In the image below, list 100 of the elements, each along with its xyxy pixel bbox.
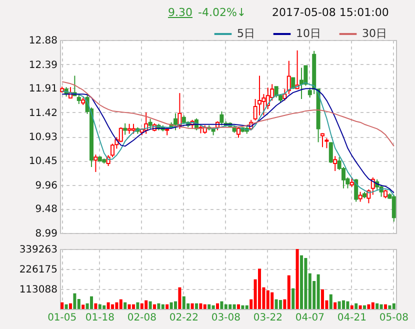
bar — [203, 304, 206, 309]
bar — [392, 303, 396, 309]
candlestick — [291, 77, 296, 90]
candlestick — [354, 178, 358, 202]
bar — [334, 302, 337, 309]
y-tick-label: 226175 — [19, 264, 58, 276]
y-tick-label: 113088 — [19, 284, 58, 296]
bar — [232, 304, 236, 309]
bar — [90, 296, 93, 309]
bar — [342, 300, 345, 309]
bar — [358, 305, 362, 309]
x-tick-label: 01-18 — [85, 312, 114, 324]
bar — [376, 303, 379, 309]
candlestick — [328, 142, 333, 164]
candlestick — [366, 188, 371, 204]
text: -4.02%↓ — [198, 6, 246, 19]
x-tick-label: 01-05 — [48, 312, 77, 324]
bar — [266, 290, 270, 309]
bar — [274, 299, 278, 309]
candlestick — [300, 67, 304, 100]
bar — [148, 301, 152, 309]
bar — [174, 301, 177, 309]
candlestick — [320, 132, 324, 148]
line-series — [62, 81, 394, 147]
x-tick-label: 04-07 — [295, 312, 324, 324]
bar — [161, 304, 164, 309]
bar — [384, 304, 387, 309]
bar — [258, 268, 261, 309]
bar — [228, 304, 232, 309]
bar — [363, 305, 366, 309]
candlestick — [358, 191, 362, 202]
x-tick-label: 02-22 — [169, 312, 198, 324]
bar — [300, 255, 303, 309]
bar — [136, 302, 140, 309]
bar — [296, 249, 299, 309]
y-tick-label: 339263 — [19, 244, 58, 256]
bar — [64, 304, 68, 309]
bar — [82, 304, 85, 309]
bar — [279, 300, 282, 309]
y-tick-label: 12.39 — [28, 60, 58, 71]
bar — [170, 302, 173, 309]
bar — [270, 292, 274, 309]
candlestick — [76, 94, 81, 105]
bar — [119, 299, 122, 309]
y-tick-label: 10.45 — [28, 156, 58, 168]
bar — [106, 302, 110, 309]
y-tick-label: 8.99 — [35, 228, 58, 240]
bar — [60, 302, 64, 309]
candlestick — [324, 138, 329, 149]
candlestick — [274, 86, 278, 98]
bar — [128, 304, 131, 309]
candlestick — [220, 110, 224, 126]
x-tick-label: 04-21 — [337, 312, 366, 324]
bar — [329, 294, 332, 309]
bar — [367, 304, 370, 309]
bar — [338, 301, 341, 309]
bar — [304, 258, 308, 309]
text: 9.30 — [168, 6, 192, 19]
bar — [199, 303, 202, 309]
bar — [321, 289, 324, 309]
bar — [102, 305, 106, 309]
bar — [111, 304, 114, 309]
bar — [94, 303, 98, 309]
x-tick-label: 05-08 — [379, 312, 408, 324]
bar — [178, 287, 182, 309]
candlestick — [174, 112, 178, 131]
bar — [371, 302, 374, 309]
bar — [132, 304, 135, 309]
bar — [237, 304, 240, 309]
bar — [241, 305, 244, 309]
y-tick-label: 12.88 — [28, 36, 58, 46]
y-tick-label: 9.48 — [35, 204, 58, 216]
bar — [144, 300, 148, 309]
bar — [216, 303, 219, 309]
candlestick — [333, 156, 338, 172]
bar — [350, 305, 354, 309]
bar — [190, 303, 194, 309]
bar — [287, 275, 290, 309]
bar — [69, 303, 72, 309]
bar — [380, 304, 383, 309]
candlestick — [94, 154, 98, 172]
bar — [98, 304, 102, 309]
candlestick — [123, 122, 128, 136]
text: 2017-05-08 15:01:00 — [272, 6, 389, 19]
x-tick-label: 03-08 — [211, 312, 240, 324]
bar — [220, 301, 224, 309]
bar — [224, 304, 228, 309]
candlestick — [392, 194, 396, 222]
bar — [346, 301, 350, 309]
bar — [212, 305, 215, 309]
legend-label: 5日 — [237, 27, 255, 40]
candlestick — [350, 176, 354, 188]
candlestick — [178, 92, 182, 130]
x-tick-label: 02-08 — [127, 312, 156, 324]
candlestick — [286, 60, 291, 95]
candlestick — [148, 118, 152, 130]
y-tick-label: 11.91 — [28, 84, 58, 95]
legend-label: 10日 — [296, 27, 321, 40]
bar — [73, 293, 76, 309]
bar — [140, 303, 144, 309]
